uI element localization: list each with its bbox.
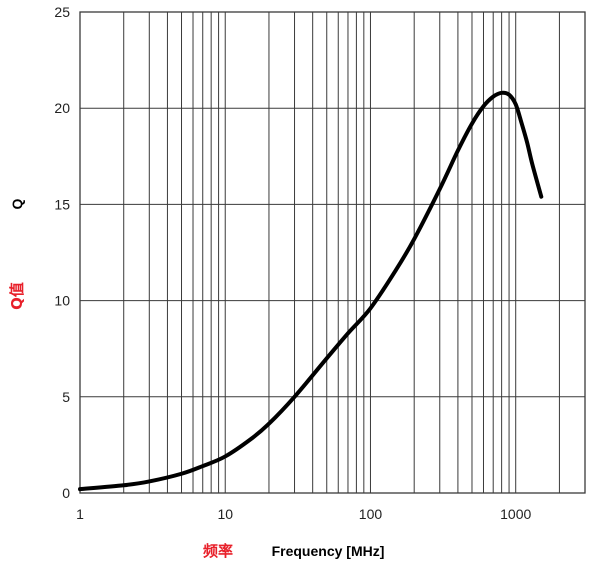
q-curve — [78, 90, 544, 492]
x-tick-labels: 1 10 100 1000 — [76, 506, 531, 522]
grid — [80, 11, 586, 494]
y-tick-label: 0 — [62, 485, 70, 501]
y-tick-label: 15 — [54, 196, 70, 212]
y-tick-label: 10 — [54, 293, 70, 309]
x-tick-label: 1 — [76, 506, 84, 522]
y-axis-title: Q — [9, 198, 25, 209]
x-axis-title: Frequency [MHz] — [272, 543, 385, 559]
x-tick-label: 100 — [359, 506, 383, 522]
y-tick-labels: 0 5 10 15 20 25 — [54, 4, 70, 501]
y-tick-label: 5 — [62, 389, 70, 405]
x-tick-label: 10 — [217, 506, 233, 522]
x-axis-annotation: 频率 — [203, 542, 233, 560]
y-tick-label: 25 — [54, 4, 70, 20]
x-tick-label: 1000 — [500, 506, 531, 522]
y-tick-label: 20 — [54, 100, 70, 116]
y-axis-annotation: Q值 — [8, 282, 26, 310]
